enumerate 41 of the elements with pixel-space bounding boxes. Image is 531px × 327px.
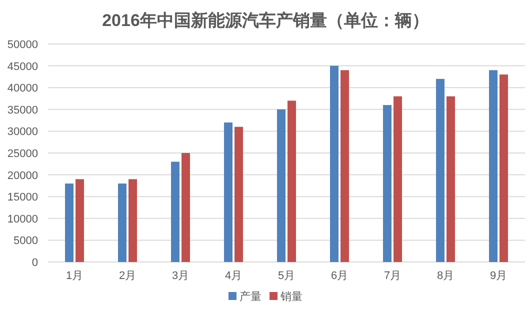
- legend-label: 产量: [240, 290, 262, 303]
- y-tick-label: 30000: [7, 126, 38, 138]
- x-tick-label: 4月: [224, 270, 242, 282]
- y-tick-label: 50000: [7, 39, 38, 51]
- bar: [224, 122, 232, 262]
- bar: [340, 70, 349, 262]
- chart-title: 2016年中国新能源汽车产销量（单位：辆）: [102, 11, 429, 30]
- bar: [436, 78, 444, 262]
- bar: [128, 179, 137, 262]
- y-tick-label: 25000: [7, 148, 38, 160]
- x-tick-label: 1月: [66, 270, 84, 282]
- bar: [500, 74, 508, 262]
- bar: [118, 184, 126, 262]
- x-tick-label: 8月: [436, 270, 454, 282]
- bar: [288, 100, 296, 262]
- bar: [446, 96, 455, 262]
- y-tick-label: 15000: [7, 192, 38, 204]
- bar: [277, 109, 286, 262]
- bar: [394, 96, 402, 262]
- x-tick-label: 3月: [172, 270, 190, 282]
- bar: [234, 126, 243, 262]
- x-tick-label: 7月: [384, 270, 402, 282]
- x-tick-label: 9月: [490, 270, 508, 282]
- legend-label: 销量: [280, 291, 302, 303]
- bar: [182, 153, 190, 262]
- bar: [171, 162, 180, 262]
- y-tick-label: 20000: [7, 170, 38, 182]
- x-tick-label: 6月: [330, 270, 348, 282]
- x-tick-label: 5月: [278, 270, 296, 282]
- x-tick-label: 2月: [118, 270, 136, 282]
- y-tick-label: 45000: [7, 60, 38, 73]
- bar: [383, 105, 392, 262]
- bar: [330, 66, 338, 262]
- y-tick-label: 10000: [7, 213, 38, 226]
- y-tick-label: 0: [32, 257, 38, 269]
- y-tick-label: 35000: [7, 104, 38, 116]
- bar: [76, 179, 84, 262]
- bar: [65, 184, 74, 262]
- y-tick-label: 40000: [7, 82, 38, 95]
- y-tick-label: 5000: [14, 235, 38, 248]
- bar: [489, 70, 498, 262]
